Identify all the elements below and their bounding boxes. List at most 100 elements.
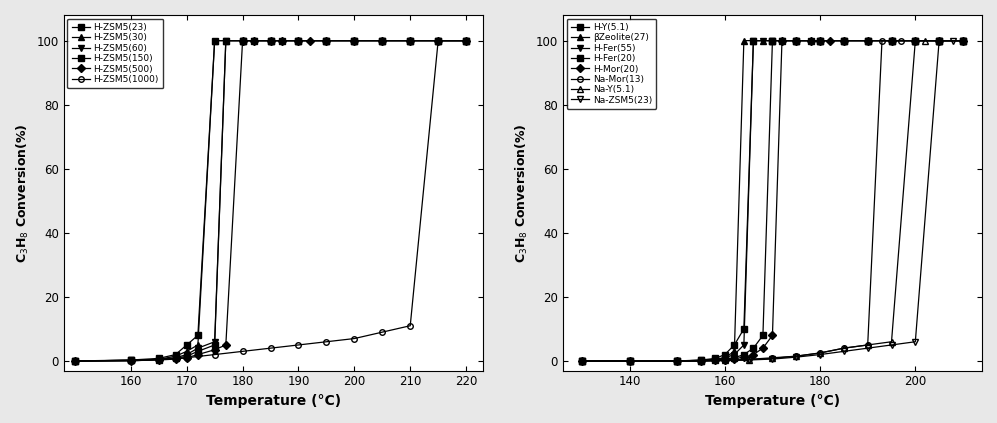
H-Fer(55) [861, 38, 873, 43]
H-ZSM5(150) [404, 38, 416, 43]
H-ZSM5(500) [376, 38, 388, 43]
H-ZSM5(60) [169, 355, 181, 360]
H-Fer(55) [719, 355, 731, 360]
βZeolite(27) [909, 38, 921, 43]
H-Fer(55) [909, 38, 921, 43]
H-ZSM5(23) [169, 352, 181, 357]
H-ZSM5(150) [220, 38, 232, 43]
H-Y(5.1) [671, 358, 683, 363]
H-ZSM5(60) [236, 38, 248, 43]
Na-Mor(13) [885, 38, 897, 43]
Line: H-ZSM5(1000): H-ZSM5(1000) [72, 38, 469, 364]
H-Fer(20) [957, 38, 969, 43]
Na-Mor(13) [861, 342, 873, 347]
H-Fer(55) [957, 38, 969, 43]
H-ZSM5(150) [169, 356, 181, 361]
Na-Y(5.1) [671, 358, 683, 363]
Line: H-Fer(20): H-Fer(20) [579, 38, 966, 364]
H-ZSM5(30) [432, 38, 444, 43]
H-Y(5.1) [861, 38, 873, 43]
βZeolite(27) [719, 355, 731, 360]
H-ZSM5(30) [236, 38, 248, 43]
H-Mor(20) [776, 38, 788, 43]
H-ZSM5(500) [348, 38, 360, 43]
H-ZSM5(150) [236, 38, 248, 43]
H-ZSM5(500) [264, 38, 276, 43]
H-Mor(20) [909, 38, 921, 43]
H-ZSM5(1000) [69, 358, 81, 363]
H-Mor(20) [815, 38, 827, 43]
H-ZSM5(150) [432, 38, 444, 43]
Na-ZSM5(23) [671, 358, 683, 363]
H-ZSM5(1000) [404, 323, 416, 328]
H-Fer(20) [729, 355, 741, 360]
H-Y(5.1) [729, 342, 741, 347]
βZeolite(27) [695, 358, 707, 363]
H-Mor(20) [767, 333, 779, 338]
Na-ZSM5(23) [815, 352, 827, 357]
H-Y(5.1) [738, 327, 750, 332]
H-ZSM5(30) [180, 349, 192, 354]
X-axis label: Temperature (°C): Temperature (°C) [205, 394, 341, 408]
H-ZSM5(500) [404, 38, 416, 43]
Na-ZSM5(23) [767, 357, 779, 362]
Na-Mor(13) [933, 38, 945, 43]
Y-axis label: C$_3$H$_8$ Conversion(%): C$_3$H$_8$ Conversion(%) [15, 123, 31, 263]
H-ZSM5(23) [404, 38, 416, 43]
H-Fer(20) [709, 357, 721, 363]
Na-ZSM5(23) [861, 346, 873, 351]
βZeolite(27) [757, 38, 769, 43]
H-ZSM5(23) [376, 38, 388, 43]
H-ZSM5(60) [180, 352, 192, 357]
H-Mor(20) [861, 38, 873, 43]
H-ZSM5(30) [69, 358, 81, 363]
Na-Y(5.1) [576, 358, 588, 363]
Y-axis label: C$_3$H$_8$ Conversion(%): C$_3$H$_8$ Conversion(%) [514, 123, 530, 263]
Na-ZSM5(23) [791, 354, 803, 360]
H-ZSM5(60) [69, 358, 81, 363]
X-axis label: Temperature (°C): Temperature (°C) [705, 394, 840, 408]
Na-ZSM5(23) [576, 358, 588, 363]
H-ZSM5(23) [320, 38, 332, 43]
βZeolite(27) [815, 38, 827, 43]
H-Mor(20) [824, 38, 835, 43]
Na-ZSM5(23) [933, 38, 945, 43]
H-Fer(55) [671, 358, 683, 363]
H-Y(5.1) [933, 38, 945, 43]
βZeolite(27) [729, 349, 741, 354]
H-Y(5.1) [709, 356, 721, 361]
H-ZSM5(500) [276, 38, 288, 43]
H-ZSM5(500) [191, 352, 203, 357]
H-ZSM5(30) [153, 357, 165, 362]
Na-Y(5.1) [933, 38, 945, 43]
H-Fer(55) [757, 38, 769, 43]
H-ZSM5(23) [236, 38, 248, 43]
H-ZSM5(30) [169, 354, 181, 359]
H-ZSM5(30) [404, 38, 416, 43]
Na-ZSM5(23) [743, 357, 755, 363]
H-Fer(20) [576, 358, 588, 363]
H-Fer(20) [671, 358, 683, 363]
H-Fer(20) [757, 333, 769, 338]
H-ZSM5(30) [208, 38, 220, 43]
H-Y(5.1) [695, 357, 707, 363]
Line: H-ZSM5(30): H-ZSM5(30) [72, 38, 469, 364]
Na-Mor(13) [767, 355, 779, 360]
H-Mor(20) [885, 38, 897, 43]
H-Mor(20) [805, 38, 817, 43]
H-Fer(20) [748, 346, 760, 351]
H-ZSM5(1000) [461, 38, 473, 43]
H-ZSM5(60) [376, 38, 388, 43]
H-Fer(55) [695, 358, 707, 363]
Na-Mor(13) [909, 38, 921, 43]
H-ZSM5(1000) [180, 355, 192, 360]
H-Fer(20) [623, 358, 635, 363]
Line: H-ZSM5(60): H-ZSM5(60) [72, 38, 469, 364]
Line: H-ZSM5(23): H-ZSM5(23) [72, 38, 469, 364]
H-ZSM5(150) [180, 354, 192, 359]
H-ZSM5(150) [125, 358, 137, 363]
H-Fer(55) [576, 358, 588, 363]
H-ZSM5(23) [461, 38, 473, 43]
H-ZSM5(500) [208, 347, 220, 352]
H-ZSM5(30) [292, 38, 304, 43]
